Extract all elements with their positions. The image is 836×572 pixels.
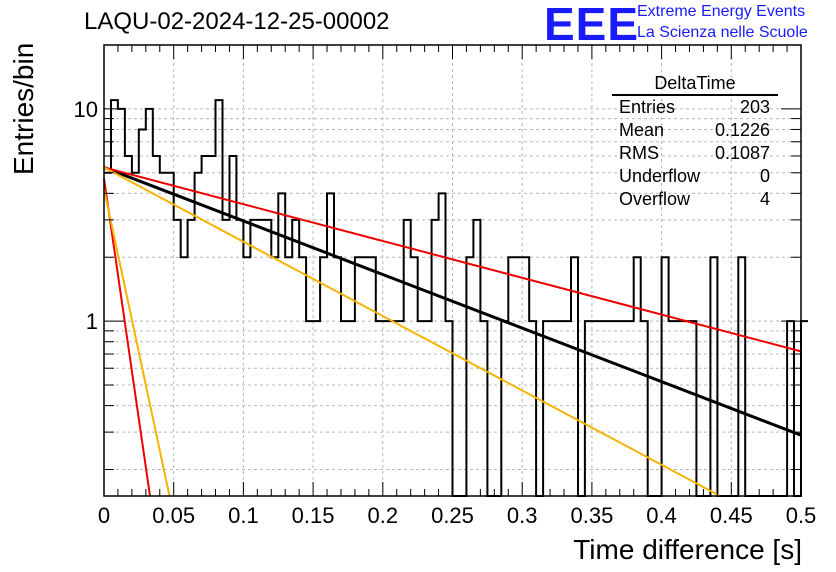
stats-value: 0	[759, 166, 770, 186]
x-tick-label: 0.15	[292, 503, 335, 528]
fit-lines	[103, 165, 802, 497]
x-tick-label: 0.2	[368, 503, 399, 528]
stats-key: Underflow	[619, 166, 701, 186]
fit-line	[103, 166, 721, 497]
plot-title: LAQU-02-2024-12-25-00002	[84, 8, 390, 35]
stats-row: Overflow 4	[612, 188, 778, 211]
x-axis-label: Time difference [s]	[573, 534, 802, 565]
stats-box: DeltaTime Entries 203 Mean 0.1226 RMS 0.…	[612, 72, 778, 211]
y-tick-label: 10	[74, 97, 98, 122]
logo-line-1: Extreme Energy Events	[637, 3, 806, 20]
stats-value: 203	[739, 97, 770, 117]
stats-value: 0.1087	[714, 143, 770, 163]
x-tick-label: 0.3	[507, 503, 538, 528]
x-tick-label: 0.1	[228, 503, 259, 528]
x-tick-label: 0.5	[786, 503, 817, 528]
axes: 0 0.05 0.1 0.15 0.2 0.25 0.3 0.35 0.4 0.45 0.5 1 10	[74, 44, 817, 528]
stats-key: Entries	[619, 97, 676, 117]
stats-row: Mean 0.1226	[612, 119, 778, 142]
stats-key: Mean	[619, 120, 665, 140]
stats-title: DeltaTime	[612, 72, 778, 96]
stats-value: 4	[759, 189, 770, 209]
stats-row: Underflow 0	[612, 165, 778, 188]
fit-line	[103, 178, 151, 497]
x-tick-label: 0.4	[646, 503, 677, 528]
stats-key: Overflow	[619, 189, 691, 209]
stats-key: RMS	[619, 143, 659, 163]
fit-line	[103, 166, 802, 353]
y-tick-label: 1	[86, 309, 98, 334]
stats-row: RMS 0.1087	[612, 142, 778, 165]
x-tick-label: 0	[98, 503, 110, 528]
y-axis-label: Entries/bin	[8, 42, 39, 175]
histogram-outline	[104, 99, 808, 497]
fit-line	[103, 165, 802, 437]
eee-logo: EEE	[544, 0, 640, 50]
fit-line	[103, 188, 171, 497]
x-tick-label: 0.45	[710, 503, 753, 528]
stats-row: Entries 203	[612, 96, 778, 119]
histogram	[104, 99, 808, 497]
x-tick-label: 0.05	[152, 503, 195, 528]
logo-line-2: La Scienza nelle Scuole	[637, 24, 808, 41]
stats-value: 0.1226	[714, 120, 770, 140]
x-tick-label: 0.25	[431, 503, 474, 528]
x-tick-label: 0.35	[570, 503, 613, 528]
